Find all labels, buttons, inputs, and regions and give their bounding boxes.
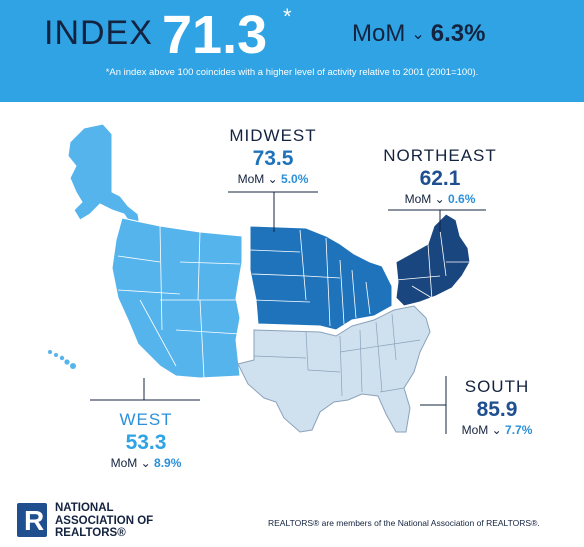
national-mom-value: 6.3% — [430, 20, 486, 47]
northeast-mom: MoM ⌄ 0.6% — [370, 192, 510, 206]
logo-line-3: REALTORS® — [55, 527, 126, 539]
south-state-borders — [253, 313, 421, 397]
index-footnote: *An index above 100 coincides with a hig… — [105, 67, 479, 78]
chevron-down-icon: ⌄ — [140, 456, 151, 470]
west-name: WEST — [119, 410, 173, 429]
midwest-label: MIDWEST 73.5 MoM ⌄ 5.0% — [213, 126, 333, 186]
west-region-hawaii — [48, 350, 76, 369]
south-callout-line — [420, 376, 447, 434]
west-mom: MoM ⌄ 8.9% — [86, 456, 206, 470]
callout-lines — [90, 191, 486, 434]
nar-logo-text: NATIONAL ASSOCIATION OF REALTORS® — [55, 502, 153, 540]
west-state-borders — [117, 225, 241, 379]
nar-logo-icon: R — [17, 503, 47, 537]
index-value: 71.3 — [162, 5, 268, 65]
national-mom-label: MoM — [352, 20, 406, 47]
south-mom-value: 7.7% — [505, 423, 533, 437]
south-label: SOUTH 85.9 MoM ⌄ 7.7% — [447, 377, 547, 437]
logo-mark: R — [24, 505, 45, 536]
index-label: INDEX — [44, 14, 153, 52]
west-value: 53.3 — [125, 431, 167, 454]
south-value: 85.9 — [476, 398, 518, 421]
chevron-down-icon: ⌄ — [411, 26, 425, 43]
northeast-name: NORTHEAST — [383, 146, 497, 165]
midwest-mom-label: MoM — [237, 172, 265, 186]
northeast-label: NORTHEAST 62.1 MoM ⌄ 0.6% — [370, 146, 510, 206]
midwest-name: MIDWEST — [229, 126, 317, 145]
northeast-value: 62.1 — [419, 167, 461, 190]
west-callout-line — [90, 378, 200, 401]
west-mom-value: 8.9% — [154, 456, 182, 470]
west-mom-label: MoM — [110, 456, 138, 470]
northeast-region — [395, 213, 471, 307]
header-banner: INDEX 71.3 * MoM ⌄ 6.3% *An index above 10… — [0, 0, 584, 102]
northeast-mom-label: MoM — [404, 192, 432, 206]
west-region — [111, 217, 243, 379]
midwest-callout-line — [228, 191, 318, 232]
midwest-mom: MoM ⌄ 5.0% — [213, 172, 333, 186]
northeast-callout-line — [388, 209, 486, 232]
northeast-state-borders — [395, 229, 470, 301]
south-name: SOUTH — [464, 377, 530, 396]
midwest-state-borders — [249, 229, 371, 327]
south-mom-label: MoM — [461, 423, 489, 437]
logo-line-2: ASSOCIATION OF — [55, 514, 154, 527]
midwest-mom-value: 5.0% — [281, 172, 309, 186]
chevron-down-icon: ⌄ — [491, 423, 502, 437]
chevron-down-icon: ⌄ — [434, 192, 445, 206]
footer-note: REALTORS® are members of the National As… — [268, 518, 540, 528]
national-mom: MoM ⌄ 6.3% — [352, 20, 485, 48]
northeast-mom-value: 0.6% — [448, 192, 476, 206]
midwest-region — [249, 225, 393, 331]
index-asterisk: * — [283, 4, 292, 29]
west-label: WEST 53.3 MoM ⌄ 8.9% — [86, 410, 206, 470]
logo-line-1: NATIONAL — [55, 502, 114, 514]
midwest-value: 73.5 — [252, 147, 294, 170]
west-region-alaska — [67, 123, 141, 227]
south-region — [237, 305, 431, 433]
chevron-down-icon: ⌄ — [267, 172, 278, 186]
south-mom: MoM ⌄ 7.7% — [447, 423, 547, 437]
